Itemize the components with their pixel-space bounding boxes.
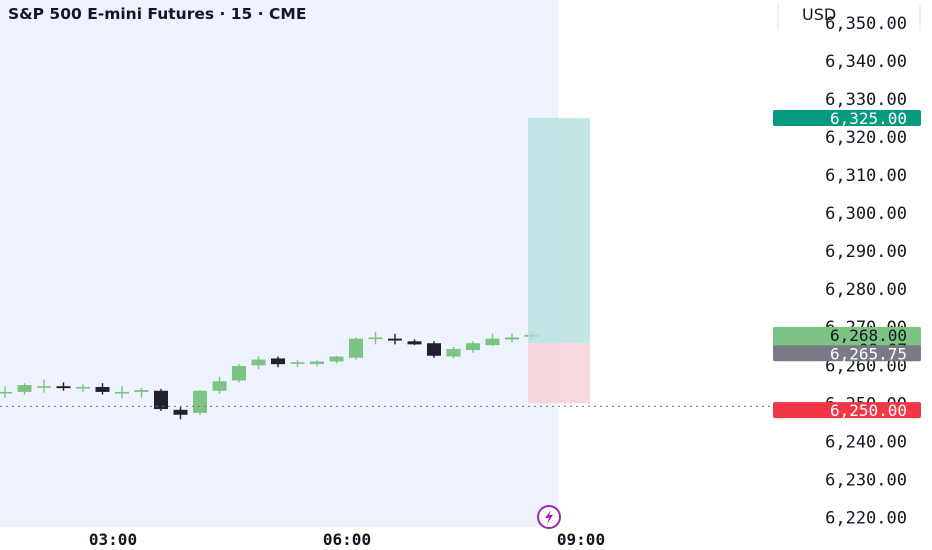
candle[interactable] xyxy=(505,333,519,343)
session-highlight xyxy=(0,0,558,527)
candle-body xyxy=(173,409,188,415)
candle-body xyxy=(232,366,246,381)
candle[interactable] xyxy=(407,339,422,346)
candle[interactable] xyxy=(0,386,12,398)
price-tick-label: 6,310.00 xyxy=(825,166,907,186)
lightning-icon[interactable] xyxy=(537,505,561,529)
candle[interactable] xyxy=(349,337,363,360)
candle-body xyxy=(76,386,90,389)
entry-price-tag[interactable] xyxy=(773,345,921,362)
candle[interactable] xyxy=(37,379,51,393)
candle-body xyxy=(56,386,71,389)
candle[interactable] xyxy=(212,376,227,394)
candle-body xyxy=(17,385,32,392)
candle-body xyxy=(37,386,51,388)
price-tick-label: 6,290.00 xyxy=(825,242,907,262)
candle-body xyxy=(212,381,227,391)
price-tick-label: 6,280.00 xyxy=(825,280,907,300)
candle[interactable] xyxy=(485,333,500,347)
stop-zone[interactable] xyxy=(528,343,590,404)
candle[interactable] xyxy=(95,383,110,395)
candle-body xyxy=(407,341,422,345)
target-price-tag-text: 6,325.00 xyxy=(830,109,907,128)
candle-body xyxy=(193,390,207,413)
candle[interactable] xyxy=(154,388,168,411)
candle[interactable] xyxy=(56,382,71,391)
candle[interactable] xyxy=(232,364,246,383)
price-tick-label: 6,350.00 xyxy=(825,14,907,34)
target-zone[interactable] xyxy=(528,117,590,344)
candle[interactable] xyxy=(173,407,188,420)
candle-body xyxy=(505,337,519,340)
candle-body xyxy=(251,359,266,366)
candle[interactable] xyxy=(388,333,402,345)
candle-body xyxy=(310,361,324,365)
candle[interactable] xyxy=(271,356,285,368)
price-tick-label: 6,240.00 xyxy=(825,432,907,452)
candle[interactable] xyxy=(427,341,441,358)
price-tick-label: 6,320.00 xyxy=(825,128,907,148)
candle-body xyxy=(95,386,110,392)
stop-price-tag[interactable] xyxy=(773,402,921,419)
candle-body xyxy=(446,348,461,357)
candle-body xyxy=(0,391,12,394)
candle[interactable] xyxy=(466,341,480,353)
candle[interactable] xyxy=(290,360,305,368)
entry-price-tag-text: 6,265.75 xyxy=(830,344,907,363)
candle-body xyxy=(466,343,480,351)
price-tick-label: 6,230.00 xyxy=(825,470,907,490)
time-axis[interactable]: 03:00 06:00 09:00 xyxy=(89,530,605,549)
price-tick-label: 6,330.00 xyxy=(825,90,907,110)
candle[interactable] xyxy=(193,390,207,415)
candle[interactable] xyxy=(17,383,32,395)
candle-body xyxy=(388,338,402,341)
candle-body xyxy=(115,391,129,394)
candle-body xyxy=(271,358,285,365)
candle[interactable] xyxy=(76,384,90,392)
target-price-tag[interactable] xyxy=(773,109,921,126)
candle[interactable] xyxy=(329,355,344,364)
candle[interactable] xyxy=(368,331,383,345)
candle[interactable] xyxy=(446,347,461,359)
currency-label: USD xyxy=(802,5,836,24)
candle[interactable] xyxy=(251,356,266,370)
last-price-tag[interactable] xyxy=(773,326,921,351)
candle-body xyxy=(134,390,149,392)
candle-body xyxy=(368,337,383,340)
candle-body xyxy=(349,338,363,358)
candles xyxy=(0,331,539,420)
time-tick-label: 09:00 xyxy=(557,530,605,549)
candle-body xyxy=(154,390,168,410)
price-tick-label: 6,340.00 xyxy=(825,52,907,72)
time-tick-label: 03:00 xyxy=(89,530,137,549)
price-tick-label: 6,220.00 xyxy=(825,508,907,528)
chart-title: S&P 500 E-mini Futures · 15 · CME xyxy=(8,5,306,23)
candle-body xyxy=(427,343,441,356)
price-axis[interactable]: 6,350.00 6,340.00 6,330.00 6,320.00 6,310.00… xyxy=(773,14,921,529)
candle-body xyxy=(290,362,305,364)
candle[interactable] xyxy=(310,360,324,367)
candle[interactable] xyxy=(134,388,149,398)
stop-price-tag-text: 6,250.00 xyxy=(830,401,907,420)
candle[interactable] xyxy=(115,386,129,399)
candle-body xyxy=(329,356,344,362)
last-price-tag-text: 6,268.00 xyxy=(830,326,907,345)
candle-body xyxy=(485,338,500,346)
time-tick-label: 06:00 xyxy=(323,530,371,549)
price-tick-label: 6,300.00 xyxy=(825,204,907,224)
